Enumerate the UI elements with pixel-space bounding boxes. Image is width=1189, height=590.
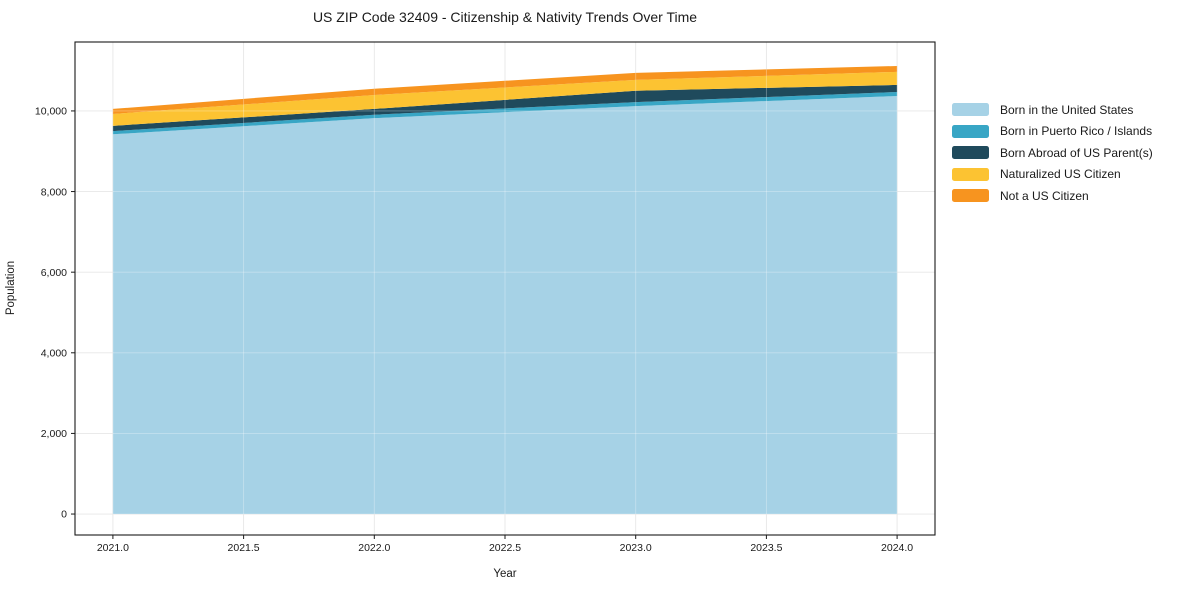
x-tick-label: 2023.5 bbox=[750, 542, 782, 554]
area-naturalized-us-citizen bbox=[112, 71, 898, 126]
legend-label: Born Abroad of US Parent(s) bbox=[1000, 145, 1153, 160]
x-tick-label: 2022.5 bbox=[489, 542, 521, 554]
legend-item: Not a US Citizen bbox=[952, 188, 1153, 203]
stacked-areas bbox=[112, 65, 898, 515]
legend-swatch bbox=[952, 103, 989, 116]
tick-marks bbox=[71, 110, 898, 539]
x-tick-label: 2024.0 bbox=[881, 542, 913, 554]
x-axis-label: Year bbox=[493, 568, 516, 580]
legend-label: Born in Puerto Rico / Islands bbox=[1000, 124, 1153, 138]
x-tick-label: 2022.0 bbox=[358, 542, 390, 554]
legend-item: Born in Puerto Rico / Islands bbox=[952, 124, 1153, 138]
legend-swatch bbox=[952, 124, 989, 138]
x-tick-label: 2021.0 bbox=[97, 542, 129, 554]
y-tick-label: 4,000 bbox=[41, 347, 67, 359]
y-tick-label: 2,000 bbox=[41, 428, 67, 440]
y-tick-label: 0 bbox=[61, 509, 67, 521]
area-born-in-the-united-states bbox=[112, 96, 898, 515]
y-tick-label: 8,000 bbox=[41, 186, 67, 198]
tick-labels: 2021.0 2021.5 2022.0 2022.5 2023.0 2023.5 2024… bbox=[35, 106, 913, 554]
legend-label: Naturalized US Citizen bbox=[1000, 167, 1121, 181]
y-axis-label: Population bbox=[5, 261, 17, 315]
area-born-abroad-of-us-parent-s- bbox=[112, 84, 898, 132]
legend-swatch bbox=[952, 189, 989, 202]
area-not-a-us-citizen bbox=[112, 65, 898, 114]
legend-item: Naturalized US Citizen bbox=[952, 167, 1153, 181]
gridlines-overlay bbox=[112, 65, 898, 515]
x-tick-label: 2023.0 bbox=[620, 542, 652, 554]
legend: Born in the United States Born in Puerto … bbox=[952, 103, 1153, 211]
legend-label: Not a US Citizen bbox=[1000, 188, 1089, 203]
chart-title: US ZIP Code 32409 - Citizenship & Nativi… bbox=[313, 9, 697, 25]
area-born-in-puerto-rico-islands bbox=[112, 91, 898, 135]
y-tick-label: 10,000 bbox=[35, 106, 67, 118]
legend-item: Born in the United States bbox=[952, 102, 1153, 117]
legend-swatch bbox=[952, 167, 989, 181]
legend-item: Born Abroad of US Parent(s) bbox=[952, 145, 1153, 160]
legend-swatch bbox=[952, 146, 989, 159]
y-tick-label: 6,000 bbox=[41, 267, 67, 279]
x-tick-label: 2021.5 bbox=[228, 542, 260, 554]
legend-label: Born in the United States bbox=[1000, 102, 1134, 117]
